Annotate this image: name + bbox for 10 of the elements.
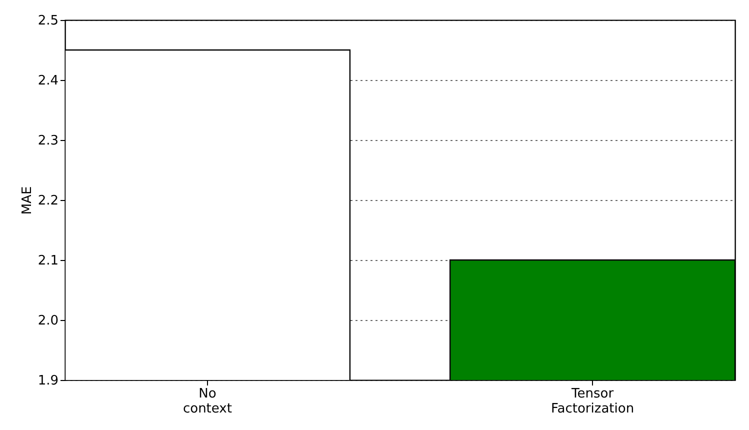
y-tick-label: 2.2 bbox=[38, 194, 58, 208]
y-tick-label: 2.1 bbox=[38, 254, 58, 268]
y-tick-label: 2.0 bbox=[38, 314, 58, 328]
y-axis-title: MAE bbox=[20, 186, 35, 215]
y-tick-label: 1.9 bbox=[38, 374, 58, 388]
y-tick-label: 2.5 bbox=[38, 14, 58, 28]
y-tick-label: 2.4 bbox=[38, 74, 58, 88]
y-tick-label: 2.3 bbox=[38, 134, 58, 148]
x-tick-label: Tensor Factorization bbox=[550, 386, 634, 416]
x-tick-label: No context bbox=[182, 386, 232, 416]
